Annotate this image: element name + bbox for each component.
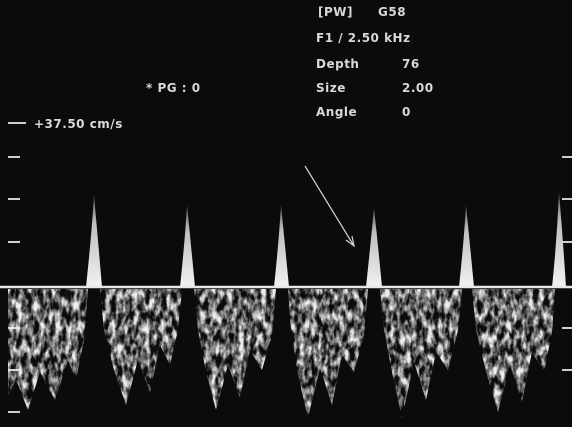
setting-value: 2.00 xyxy=(402,81,434,95)
setting-value: 76 xyxy=(402,57,420,71)
gain: G58 xyxy=(378,5,406,19)
setting-label: Size xyxy=(316,81,346,95)
pressure-gradient: * PG : 0 xyxy=(146,81,201,95)
frequency: F1 / 2.50 kHz xyxy=(316,31,411,45)
page: {"header": {"mode": "[PW]", "gain": "G58… xyxy=(0,0,580,427)
setting-value: 0 xyxy=(402,105,411,119)
mode: [PW] xyxy=(318,5,353,19)
setting-label: Angle xyxy=(316,105,357,119)
doppler-screen: [PW] G58 F1 / 2.50 kHz Depth 76 Size 2.0… xyxy=(0,0,580,427)
velocity-scale: +37.50 cm/s xyxy=(34,117,123,131)
setting-label: Depth xyxy=(316,57,359,71)
